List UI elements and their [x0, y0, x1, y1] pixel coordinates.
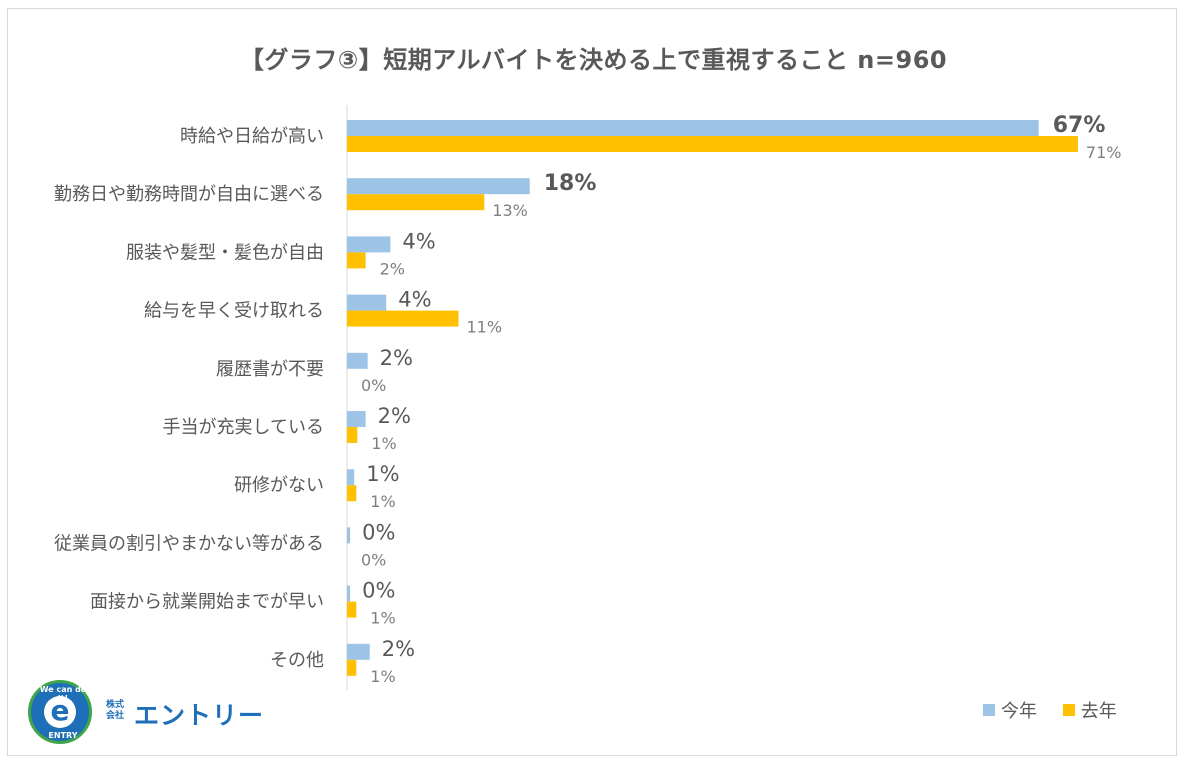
- data-label-previous-year: 1%: [370, 492, 395, 511]
- legend-swatch-current: [983, 704, 995, 716]
- data-label-current-year: 18%: [544, 171, 597, 196]
- legend-item-current: 今年: [983, 697, 1037, 723]
- legend: 今年 去年: [983, 697, 1137, 723]
- data-label-previous-year: 2%: [380, 259, 405, 278]
- logo-prefix-line2: 会社: [106, 711, 125, 721]
- data-label-previous-year: 13%: [492, 201, 528, 220]
- bar-current-year: [347, 527, 351, 544]
- data-label-current-year: 4%: [398, 288, 431, 312]
- legend-item-previous: 去年: [1062, 697, 1117, 723]
- logo-emblem-text: ENTRY: [48, 731, 78, 740]
- bar-current-year: [347, 352, 368, 369]
- logo-company-prefix: 株式 会社: [106, 700, 124, 722]
- data-label-previous-year: 1%: [370, 609, 395, 628]
- data-label-previous-year: 1%: [371, 434, 396, 453]
- legend-label-previous: 去年: [1080, 701, 1117, 722]
- bar-current-year: [347, 469, 355, 486]
- company-logo: We can do it! e ENTRY 株式 会社 エントリー: [28, 680, 268, 746]
- data-label-current-year: 2%: [380, 346, 413, 370]
- data-label-current-year: 2%: [378, 404, 411, 428]
- bar-current-year: [347, 294, 387, 311]
- chart-title: 【グラフ③】短期アルバイトを決める上で重視すること n=960: [239, 46, 948, 74]
- bar-current-year: [347, 178, 530, 195]
- bar-previous-year: [347, 194, 485, 211]
- logo-letter-icon: e: [44, 696, 76, 728]
- data-label-current-year: 1%: [366, 462, 399, 486]
- category-label: 服装や髪型・髪色が自由: [126, 241, 324, 263]
- category-label: その他: [270, 650, 324, 671]
- bar-current-year: [347, 411, 366, 427]
- logo-emblem: We can do it! e ENTRY: [28, 680, 92, 744]
- logo-company-name: エントリー: [134, 701, 265, 730]
- category-label: 研修がない: [234, 475, 324, 496]
- bar-current-year: [347, 643, 370, 660]
- bar-previous-year: [347, 310, 459, 327]
- bar-previous-year: [347, 485, 357, 502]
- data-label-previous-year: 1%: [370, 667, 395, 686]
- bar-previous-year: [347, 659, 357, 676]
- data-label-previous-year: 11%: [466, 318, 502, 337]
- legend-swatch-previous: [1062, 704, 1075, 716]
- data-label-current-year: 0%: [362, 520, 395, 544]
- data-label-current-year: 2%: [382, 637, 415, 661]
- bar-previous-year: [347, 252, 366, 269]
- data-label-previous-year: 0%: [361, 550, 386, 569]
- data-label-current-year: 67%: [1053, 113, 1106, 138]
- bar-previous-year: [347, 136, 1078, 152]
- bar-current-year: [347, 585, 351, 602]
- data-label-previous-year: 71%: [1086, 143, 1122, 162]
- bar-previous-year: [347, 601, 357, 618]
- data-label-previous-year: 0%: [361, 376, 386, 395]
- category-label: 時給や日給が高い: [180, 126, 324, 147]
- data-label-current-year: 4%: [402, 229, 435, 253]
- bar-current-year: [347, 236, 391, 253]
- category-label: 従業員の割引やまかない等がある: [54, 533, 324, 554]
- category-label: 面接から就業開始までが早い: [90, 592, 324, 613]
- category-label: 履歴書が不要: [216, 359, 324, 380]
- bar-previous-year: [347, 427, 358, 443]
- data-label-current-year: 0%: [362, 579, 395, 603]
- category-label: 勤務日や勤務時間が自由に選べる: [54, 184, 324, 205]
- logo-prefix-line1: 株式: [106, 700, 125, 710]
- legend-label-current: 今年: [1001, 701, 1037, 722]
- category-label: 手当が充実している: [163, 417, 324, 438]
- bar-current-year: [347, 120, 1039, 136]
- category-label: 給与を早く受け取れる: [144, 301, 324, 322]
